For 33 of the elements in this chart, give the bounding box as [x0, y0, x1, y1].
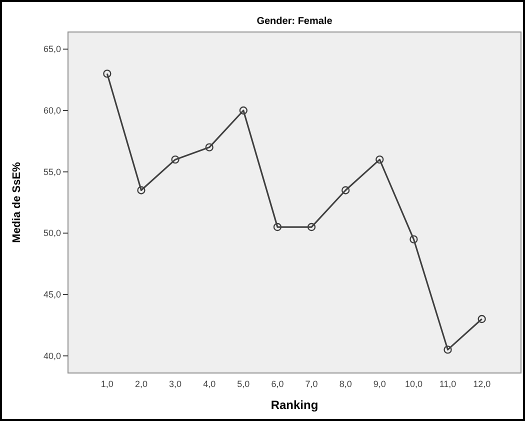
x-tick-label: 1,0	[100, 379, 114, 389]
point	[239, 106, 248, 115]
point	[307, 222, 316, 232]
y-tick-label: 50,0	[43, 228, 61, 238]
y-tick-label: 40,0	[43, 350, 61, 361]
point	[478, 314, 486, 324]
x-tick-label: 7,0	[305, 379, 318, 389]
point	[444, 346, 452, 354]
point	[171, 155, 180, 164]
point	[410, 235, 418, 244]
point	[103, 70, 112, 78]
y-axis-title: Media de SsE%	[11, 162, 23, 243]
point	[376, 155, 384, 164]
x-tick-label: 3,0	[169, 379, 182, 389]
x-axis-title: Ranking	[270, 398, 318, 412]
x-tick-label: 9,0	[373, 379, 386, 389]
y-tick-label: 45,0	[43, 289, 61, 300]
x-tick-label: 5,0	[237, 379, 250, 389]
point	[205, 143, 214, 152]
x-tick-label: 2,0	[134, 379, 148, 389]
x-tick-label: 11,0	[439, 379, 456, 389]
x-tick-label: 10,0	[404, 379, 422, 389]
point	[341, 186, 350, 194]
x-tick-label: 6,0	[271, 379, 284, 389]
point	[273, 222, 282, 232]
x-tick-label: 8,0	[339, 379, 352, 389]
y-tick-label: 65,0	[43, 44, 61, 54]
x-tick-label: 4,0	[203, 379, 216, 389]
point	[137, 186, 146, 194]
y-tick-label: 60,0	[43, 106, 61, 116]
chart-title: Gender: Female	[256, 16, 333, 27]
x-tick-label: 12,0	[473, 379, 491, 389]
y-tick-label: 55,0	[43, 166, 61, 177]
